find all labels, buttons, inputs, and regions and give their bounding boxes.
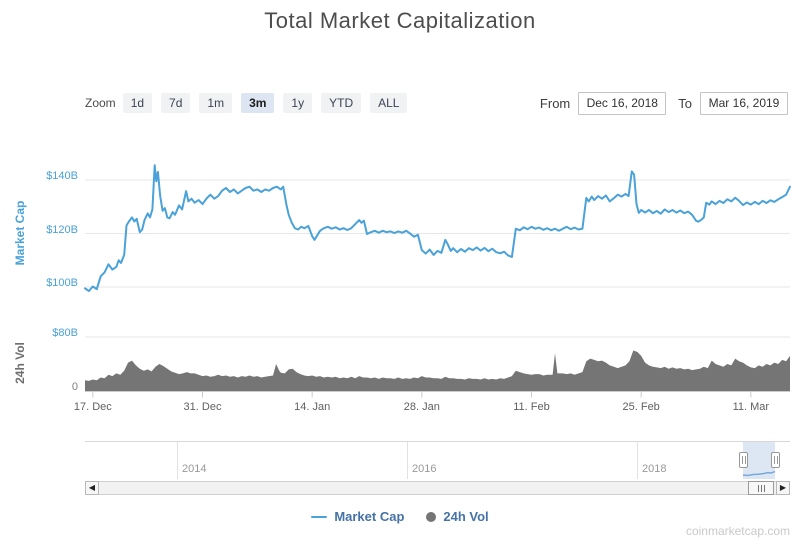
legend-label: Market Cap [334, 509, 405, 524]
x-axis-tick-label: 11. Feb [513, 401, 550, 413]
range-button-3m[interactable]: 3m [241, 93, 275, 113]
legend: Market Cap 24h Vol [0, 509, 800, 524]
page-title: Total Market Capitalization [264, 8, 536, 33]
from-date-input[interactable] [578, 91, 667, 115]
market-cap-tick-label: $100B [46, 277, 78, 289]
to-label: To [678, 95, 692, 111]
x-axis-tick-label: 17. Dec [73, 401, 112, 413]
vol-axis-title: 24h Vol [13, 342, 27, 384]
vol-tick-label: 0 [71, 381, 78, 393]
range-button-1y[interactable]: 1y [283, 93, 313, 113]
range-buttons: 1d 7d 1m 3m 1y YTD ALL [122, 93, 417, 113]
range-button-all[interactable]: ALL [370, 93, 408, 113]
navigator-year-gridline [407, 442, 408, 479]
scrollbar-thumb[interactable] [748, 481, 774, 495]
range-button-ytd[interactable]: YTD [321, 93, 362, 113]
chart-controls: Zoom 1d 7d 1m 3m 1y YTD ALL From To [85, 90, 788, 116]
zoom-range-group: Zoom 1d 7d 1m 3m 1y YTD ALL [85, 93, 416, 113]
x-axis-tick-label: 31. Dec [183, 401, 222, 413]
navigator-year-gridline [637, 442, 638, 479]
watermark: coinmarketcap.com [685, 524, 790, 538]
scrollbar-track[interactable] [85, 481, 790, 495]
market-cap-tick-label: $120B [46, 223, 78, 236]
legend-label: 24h Vol [443, 509, 489, 524]
navigator-right-handle-icon[interactable] [771, 452, 780, 468]
x-axis-tick-label: 28. Jan [403, 401, 440, 413]
navigator-year-label: 2018 [642, 463, 667, 475]
to-date-input[interactable] [700, 91, 788, 115]
range-button-1m[interactable]: 1m [199, 93, 233, 113]
scrollbar-right-arrow-icon[interactable]: ▶ [776, 481, 790, 495]
legend-item-24h-vol[interactable]: 24h Vol [426, 509, 489, 524]
navigator-left-handle-icon[interactable] [739, 452, 748, 468]
circle-marker-icon [426, 511, 437, 522]
x-axis-tick-label: 14. Jan [294, 401, 331, 413]
navigator-year-gridline [177, 442, 178, 479]
from-label: From [539, 95, 571, 111]
date-range-group: From To [532, 91, 788, 115]
navigator-top-border [85, 441, 790, 442]
line-marker-icon [311, 515, 328, 518]
range-button-7d[interactable]: 7d [161, 93, 191, 113]
zoom-label: Zoom [85, 96, 116, 110]
navigator-year-label: 2014 [182, 463, 207, 475]
legend-item-market-cap[interactable]: Market Cap [311, 509, 404, 524]
vol-tick-label: $80B [52, 327, 78, 339]
x-axis-tick-label: 25. Feb [622, 401, 660, 413]
x-axis-tick-label: 11. Mar [732, 401, 770, 413]
market-cap-tick-label: $140B [46, 170, 78, 182]
navigator-year-label: 2016 [412, 463, 437, 475]
range-button-1d[interactable]: 1d [122, 93, 153, 113]
navigator-selected-range[interactable] [743, 442, 775, 479]
scrollbar-left-arrow-icon[interactable]: ◀ [85, 481, 99, 495]
